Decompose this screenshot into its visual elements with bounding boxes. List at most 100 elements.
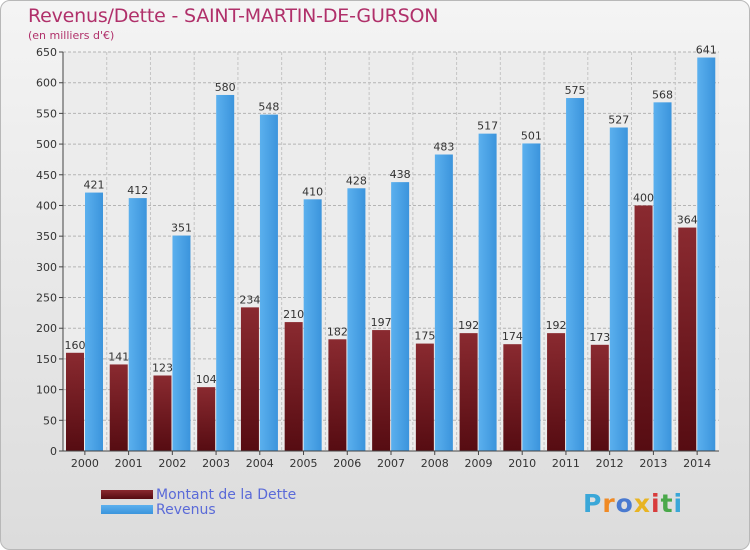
x-tick-label: 2003 [202,457,230,470]
plot-area [63,52,719,451]
bar-dette [328,339,347,451]
bar-revenus [128,198,147,451]
bar-revenus [391,182,410,452]
x-tick-label: 2000 [71,457,99,470]
legend-label-dette: Montant de la Dette [156,487,297,503]
y-tick-label: 500 [36,138,57,151]
bar-revenus [653,102,672,451]
legend-swatch-dette [101,490,153,499]
x-tick-label: 2012 [596,457,624,470]
data-label-revenus: 412 [127,184,148,197]
data-label-revenus: 580 [215,81,236,94]
data-label-revenus: 501 [521,129,542,142]
data-label-dette: 197 [371,316,392,329]
data-label-dette: 192 [458,319,479,332]
data-label-dette: 234 [239,293,260,306]
data-label-dette: 104 [196,373,217,386]
x-tick-label: 2010 [508,457,536,470]
y-tick-label: 300 [36,261,57,274]
x-tick-label: 2011 [552,457,580,470]
data-label-dette: 160 [65,339,86,352]
legend-label-revenus: Revenus [156,502,216,518]
data-label-revenus: 548 [258,101,279,114]
bar-revenus [172,235,191,451]
x-tick-label: 2013 [639,457,667,470]
y-tick-label: 400 [36,199,57,212]
bar-revenus [522,143,541,451]
data-label-revenus: 421 [84,179,105,192]
y-tick-label: 150 [36,353,57,366]
chart-title: Revenus/Dette - SAINT-MARTIN-DE-GURSON [28,5,439,27]
data-label-dette: 141 [108,350,129,363]
bar-revenus [85,192,103,451]
brand-letter: i [651,489,661,518]
bar-dette [547,333,566,451]
brand-letter: P [583,489,603,518]
bar-dette [678,227,697,451]
x-tick-label: 2014 [683,457,711,470]
data-label-dette: 174 [502,330,523,343]
data-label-revenus: 517 [477,120,498,133]
x-tick-label: 2007 [377,457,405,470]
x-tick-label: 2004 [246,457,274,470]
data-label-revenus: 438 [390,168,411,181]
data-label-revenus: 483 [433,141,454,154]
chart-subtitle: (en milliers d'€) [28,29,115,42]
bar-revenus [434,154,453,451]
brand-letter: i [673,489,684,518]
brand-letter: t [660,489,674,518]
brand-letter: x [633,489,651,518]
data-label-revenus: 428 [346,174,367,187]
y-tick-label: 50 [43,414,57,427]
bar-dette [590,344,609,451]
y-tick-label: 100 [36,384,57,397]
data-label-dette: 123 [152,361,173,374]
bar-dette [284,322,303,451]
data-label-dette: 182 [327,325,348,338]
bar-dette [372,330,391,451]
bar-revenus [303,199,322,451]
bar-dette [503,344,522,451]
brand-letter: o [615,489,634,518]
y-tick-label: 650 [36,46,57,59]
y-tick-label: 350 [36,230,57,243]
bar-dette [153,375,172,451]
bar-dette [109,364,128,451]
bar-dette [240,307,259,451]
x-tick-label: 2005 [290,457,318,470]
bar-revenus [478,133,497,451]
bar-revenus [697,57,716,451]
bar-revenus [216,94,235,451]
data-label-revenus: 568 [652,88,673,101]
bar-dette [459,333,478,451]
data-label-revenus: 527 [608,114,629,127]
y-tick-label: 600 [36,77,57,90]
data-label-revenus: 410 [302,185,323,198]
bar-dette [197,387,216,451]
bar-revenus [566,98,585,452]
legend-swatch-revenus [101,505,153,514]
y-tick-label: 450 [36,169,57,182]
data-label-revenus: 575 [565,84,586,97]
x-tick-label: 2002 [158,457,186,470]
bar-revenus [347,188,366,451]
data-label-dette: 192 [546,319,567,332]
data-label-dette: 173 [589,331,610,344]
data-label-dette: 175 [414,330,435,343]
bar-revenus [609,127,628,451]
y-tick-label: 0 [50,445,57,458]
bar-dette [634,205,653,451]
data-label-revenus: 351 [171,222,192,235]
y-tick-label: 200 [36,322,57,335]
x-tick-label: 2009 [464,457,492,470]
data-label-revenus: 641 [696,44,717,57]
data-label-dette: 364 [677,214,698,227]
brand-logo: Proxiti [583,489,683,518]
bar-revenus [259,114,278,451]
x-tick-label: 2006 [333,457,361,470]
data-label-dette: 400 [633,191,654,204]
bar-dette [66,352,84,451]
y-tick-label: 250 [36,292,57,305]
